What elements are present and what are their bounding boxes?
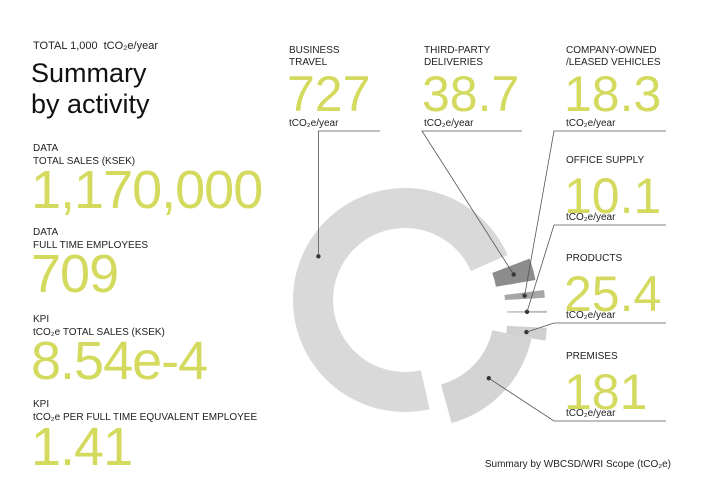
- value-premises: 181: [564, 364, 647, 420]
- stat-kpi-employee-label-bottom: tCO₂e PER FULL TIME EQUVALENT EMPLOYEE: [33, 412, 258, 423]
- leader-line-company-vehicles: [524, 130, 666, 296]
- stat-employees-label-top: DATA: [33, 227, 59, 238]
- total-unit: tCO₂e/year: [103, 40, 159, 52]
- label-third-party-deliveries-line-1: THIRD-PARTY: [424, 45, 491, 56]
- value-company-vehicles: 18.3: [564, 66, 661, 122]
- stat-kpi-employee-label: KPI tCO₂e PER FULL TIME EQUVALENT EMPLOY…: [33, 398, 257, 424]
- stat-kpi-sales-label: KPI tCO₂e TOTAL SALES (KSEK): [33, 313, 165, 339]
- stat-employees-label: DATA FULL TIME EMPLOYEES: [33, 226, 148, 252]
- unit-company-vehicles: tCO₂e/year: [566, 118, 616, 129]
- leader-line-premises: [488, 377, 666, 422]
- stat-sales-label-top: DATA: [33, 143, 59, 154]
- page-title: Summary by activity: [31, 58, 150, 120]
- stat-kpi-employee-value: 1.41: [31, 417, 133, 477]
- leader-line-products: [526, 322, 666, 333]
- stat-employees-value: 709: [31, 244, 119, 304]
- value-third-party-deliveries: 38.7: [422, 66, 519, 122]
- title-line-2: by activity: [31, 89, 150, 119]
- stat-sales-label: DATA TOTAL SALES (KSEK): [33, 142, 135, 168]
- unit-business-travel: tCO₂e/year: [289, 118, 339, 129]
- slice-premises: [440, 330, 532, 424]
- stat-kpi-employee-label-top: KPI: [33, 399, 50, 410]
- leader-line-business-travel: [318, 130, 380, 257]
- stat-kpi-sales-label-bottom: tCO₂e TOTAL SALES (KSEK): [33, 327, 165, 338]
- unit-office-supply: tCO₂e/year: [566, 212, 616, 223]
- title-line-1: Summary: [31, 58, 147, 88]
- stat-sales-label-bottom: TOTAL SALES (KSEK): [33, 156, 136, 167]
- chart-footer: Summary by WBCSD/WRI Scope (tCO₂e): [484, 459, 671, 470]
- stat-sales-value: 1,170,000: [31, 160, 263, 220]
- label-company-vehicles-line-1: COMPANY-OWNED: [566, 45, 657, 56]
- value-business-travel: 727: [287, 66, 370, 122]
- label-company-vehicles-line-2: /LEASED VEHICLES: [566, 57, 661, 68]
- label-products-line-1: PRODUCTS: [566, 253, 622, 264]
- leader-dot-premises: [486, 376, 492, 381]
- stat-kpi-sales-value: 8.54e-4: [31, 331, 208, 391]
- slice-business-travel: [293, 188, 508, 412]
- total-line: TOTAL 1,000 tCO₂e/year: [33, 40, 158, 52]
- unit-products: tCO₂e/year: [566, 310, 616, 321]
- label-office-supply-line-1: OFFICE SUPPLY: [566, 155, 644, 166]
- stat-kpi-sales-label-top: KPI: [33, 314, 50, 325]
- label-third-party-deliveries-line-2: DELIVERIES: [424, 57, 483, 68]
- label-business-travel-line-2: TRAVEL: [289, 57, 328, 68]
- unit-third-party-deliveries: tCO₂e/year: [424, 118, 474, 129]
- leader-line-third-party-deliveries: [421, 130, 522, 275]
- total-label: TOTAL 1,000: [33, 40, 98, 52]
- leader-line-office-supply: [526, 224, 666, 312]
- stat-employees-label-bottom: FULL TIME EMPLOYEES: [33, 240, 149, 251]
- unit-premises: tCO₂e/year: [566, 408, 616, 419]
- label-premises-line-1: PREMISES: [566, 351, 618, 362]
- value-products: 25.4: [564, 266, 661, 322]
- value-office-supply: 10.1: [564, 168, 661, 224]
- label-business-travel-line-1: BUSINESS: [289, 45, 340, 56]
